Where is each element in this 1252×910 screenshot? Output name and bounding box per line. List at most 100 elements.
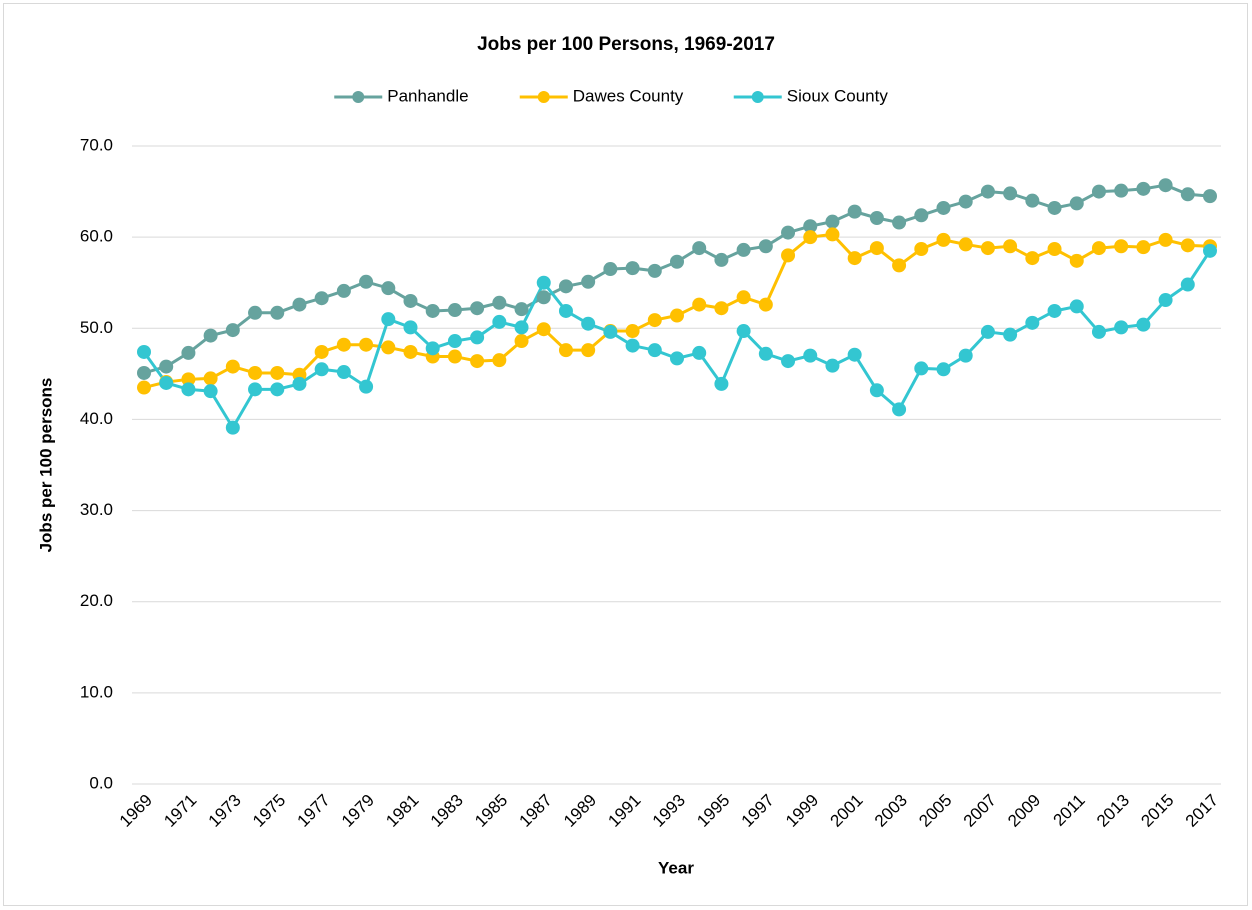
data-point: [336, 337, 351, 352]
data-point: [248, 382, 263, 397]
data-point: [892, 402, 907, 417]
data-point: [869, 211, 884, 226]
data-point: [159, 359, 174, 374]
data-point: [1091, 324, 1106, 339]
y-tick-label: 60.0: [80, 227, 113, 246]
data-point: [558, 303, 573, 318]
data-point: [558, 279, 573, 294]
data-point: [647, 343, 662, 358]
data-point: [492, 295, 507, 310]
data-point: [381, 281, 396, 296]
data-point: [603, 324, 618, 339]
chart-frame: [3, 3, 1248, 906]
data-point: [1003, 327, 1018, 342]
data-point: [1025, 193, 1040, 208]
legend-marker: [352, 91, 365, 103]
data-point: [181, 372, 196, 387]
data-point: [892, 258, 907, 273]
data-point: [1180, 187, 1195, 202]
data-point: [225, 420, 240, 435]
data-point: [137, 344, 151, 359]
data-point: [1047, 200, 1062, 215]
data-point: [914, 361, 929, 376]
data-point: [825, 214, 840, 229]
data-point: [225, 359, 240, 374]
data-point: [1203, 189, 1217, 204]
data-point: [403, 320, 418, 335]
data-point: [714, 252, 729, 267]
data-point: [781, 354, 796, 369]
data-point: [936, 362, 951, 377]
data-point: [1003, 239, 1018, 254]
data-point: [1114, 320, 1129, 335]
data-point: [203, 384, 218, 399]
chart-title: Jobs per 100 Persons, 1969-2017: [477, 34, 775, 55]
data-point: [1025, 251, 1040, 266]
data-point: [1091, 241, 1106, 256]
data-point: [914, 208, 929, 223]
data-point: [558, 343, 573, 358]
data-point: [470, 354, 485, 369]
data-point: [1003, 186, 1018, 201]
data-point: [758, 239, 773, 254]
data-point: [181, 345, 196, 360]
y-tick-label: 40.0: [80, 409, 113, 428]
data-point: [803, 219, 818, 234]
data-point: [781, 225, 796, 240]
data-point: [470, 330, 485, 345]
data-point: [514, 302, 529, 317]
data-point: [137, 380, 151, 395]
data-point: [314, 362, 329, 377]
data-point: [359, 379, 374, 394]
data-point: [447, 334, 462, 349]
data-point: [670, 308, 684, 323]
data-point: [336, 283, 351, 298]
data-point: [381, 312, 396, 327]
data-point: [1025, 315, 1040, 330]
data-point: [1136, 240, 1151, 255]
data-point: [625, 338, 640, 353]
data-point: [914, 241, 929, 256]
data-point: [381, 340, 396, 355]
data-point: [1114, 183, 1129, 198]
data-point: [869, 241, 884, 256]
data-point: [670, 351, 684, 366]
data-point: [936, 200, 951, 215]
y-axis-label: Jobs per 100 persons: [36, 378, 55, 553]
data-point: [492, 314, 507, 329]
data-point: [758, 346, 773, 361]
data-point: [980, 241, 995, 256]
data-point: [736, 324, 751, 339]
data-point: [692, 297, 707, 312]
data-point: [803, 230, 818, 245]
data-point: [292, 376, 307, 391]
data-point: [869, 383, 884, 398]
data-point: [692, 345, 707, 360]
data-point: [1158, 293, 1173, 308]
data-point: [225, 323, 240, 338]
data-point: [670, 254, 684, 269]
data-point: [1158, 232, 1173, 247]
data-point: [980, 184, 995, 199]
data-point: [514, 334, 529, 349]
y-tick-label: 50.0: [80, 318, 113, 337]
data-point: [980, 324, 995, 339]
data-point: [1180, 238, 1195, 253]
data-point: [736, 242, 751, 257]
data-point: [181, 382, 196, 397]
data-point: [447, 349, 462, 364]
data-point: [803, 348, 818, 363]
data-point: [958, 194, 973, 209]
data-point: [825, 227, 840, 242]
data-point: [1180, 277, 1195, 292]
data-point: [758, 297, 773, 312]
data-point: [270, 305, 285, 320]
data-point: [581, 274, 596, 289]
data-point: [1203, 243, 1217, 258]
data-point: [892, 215, 907, 230]
data-point: [1047, 241, 1062, 256]
data-point: [958, 237, 973, 252]
data-point: [203, 371, 218, 386]
data-point: [292, 297, 307, 312]
data-point: [425, 303, 440, 318]
